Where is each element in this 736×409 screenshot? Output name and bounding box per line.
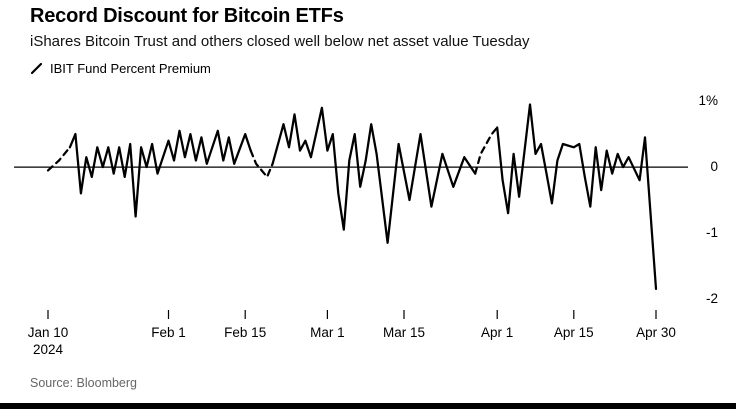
series-line-dashed xyxy=(46,146,72,172)
series-line xyxy=(68,129,252,218)
y-axis-label: -2 xyxy=(705,290,718,306)
x-axis-label: Feb 1 xyxy=(151,325,186,340)
series-line-dashed xyxy=(249,149,274,179)
x-axis-label: Mar 15 xyxy=(382,325,426,340)
x-axis-year-label: 2024 xyxy=(32,342,64,357)
chart-subtitle: iShares Bitcoin Trust and others closed … xyxy=(30,33,530,50)
bottom-bar xyxy=(0,403,736,409)
legend-label: IBIT Fund Percent Premium xyxy=(50,61,211,76)
source-attribution: Source: Bloomberg xyxy=(30,376,138,390)
series-line-dashed xyxy=(474,126,499,175)
y-axis-label: -1 xyxy=(705,224,718,240)
chart-legend: IBIT Fund Percent Premium xyxy=(30,61,211,76)
y-axis-label: 1% xyxy=(698,93,718,109)
y-axis-label: 0 xyxy=(710,159,718,175)
chart-title: Record Discount for Bitcoin ETFs xyxy=(30,5,344,27)
series-line xyxy=(271,106,477,244)
x-axis-label: Jan 10 2024 xyxy=(27,325,69,357)
x-axis-label: Apr 30 xyxy=(636,325,676,340)
line-sample-icon xyxy=(30,62,43,75)
x-axis-label: Apr 1 xyxy=(481,325,514,340)
x-axis-label: Feb 15 xyxy=(224,325,267,340)
x-axis-label: Apr 15 xyxy=(553,325,594,340)
x-axis-label: Mar 1 xyxy=(310,325,345,340)
series-line xyxy=(496,103,658,291)
